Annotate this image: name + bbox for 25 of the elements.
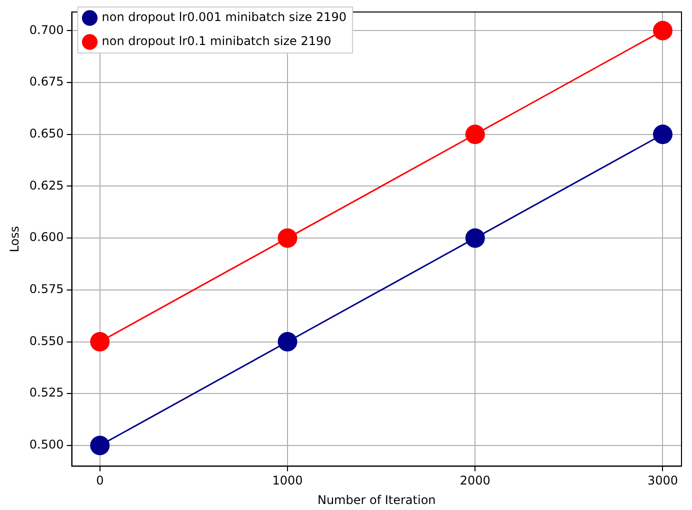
point	[90, 332, 110, 352]
y-tick-label: 0.650	[29, 126, 64, 140]
y-tick-label: 0.575	[29, 282, 64, 296]
y-axis-title: Loss	[7, 226, 22, 252]
y-tick-label: 0.675	[29, 74, 64, 89]
point	[278, 228, 298, 248]
x-axis-title: Number of Iteration	[317, 492, 436, 507]
legend-label: non dropout lr0.1 minibatch size 2190	[102, 34, 332, 48]
x-tick-label: 1000	[272, 474, 303, 488]
point	[278, 332, 298, 352]
y-tick-label: 0.700	[29, 22, 64, 37]
point	[652, 20, 672, 40]
y-tick-label: 0.600	[29, 230, 64, 244]
y-tick-label: 0.550	[29, 334, 64, 348]
point	[465, 124, 485, 144]
x-tick-label: 0	[96, 474, 104, 488]
x-tick-label: 2000	[460, 474, 490, 488]
y-tick-label: 0.500	[29, 438, 64, 452]
legend-label: non dropout lr0.001 minibatch size 2190	[102, 10, 347, 24]
y-tick-label: 0.625	[29, 178, 64, 192]
y-tick-label: 0.525	[29, 386, 64, 400]
x-tick-label: 3000	[647, 474, 678, 488]
point	[465, 228, 485, 248]
point	[90, 436, 110, 456]
point	[652, 124, 672, 144]
